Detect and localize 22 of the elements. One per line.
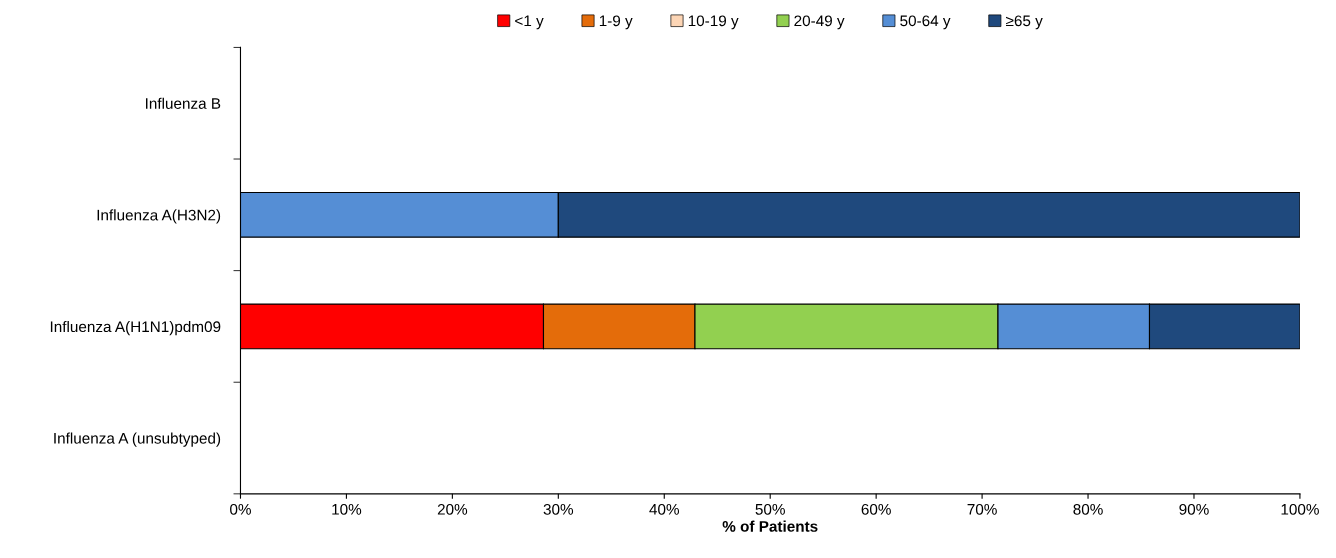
x-tick-label: 40%: [649, 503, 680, 515]
legend-label: ≥65 y: [1006, 15, 1043, 30]
y-tick-label: Influenza B: [146, 97, 221, 109]
legend-label: 20-49 y: [794, 15, 845, 30]
x-tick-label: 10%: [332, 503, 362, 515]
x-tick-label: 80%: [1073, 503, 1103, 515]
x-tick-label: 90%: [1179, 503, 1209, 515]
x-tick-label: 60%: [861, 503, 891, 515]
legend-label: 50-64 y: [900, 15, 951, 30]
x-tick-label: 50%: [755, 503, 785, 515]
y-tick-label: Influenza A(H3N2): [97, 209, 221, 224]
x-tick-label: 30%: [543, 503, 574, 515]
x-tick-label: 70%: [967, 503, 997, 515]
x-tick-label: 0%: [230, 503, 251, 515]
legend-label: 10-19 y: [688, 15, 739, 30]
legend-label: <1 y: [515, 15, 544, 30]
x-axis-title: % of Patients: [722, 520, 818, 532]
legend-label: 1-9 y: [599, 15, 633, 30]
x-tick-label: 100%: [1281, 503, 1319, 515]
y-tick-label: Influenza A(H1N1)pdm09: [50, 320, 221, 336]
x-tick-label: 20%: [437, 503, 468, 515]
y-tick-label: Influenza A (unsubtyped): [54, 432, 221, 447]
